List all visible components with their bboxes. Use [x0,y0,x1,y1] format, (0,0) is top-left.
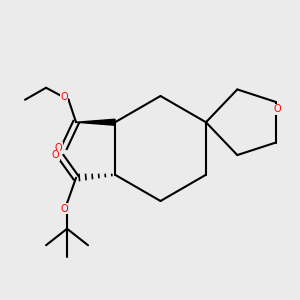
Text: O: O [60,92,68,102]
Polygon shape [76,119,115,125]
Text: O: O [274,104,281,115]
Text: O: O [55,143,62,153]
Text: O: O [52,150,59,160]
Text: O: O [60,204,68,214]
